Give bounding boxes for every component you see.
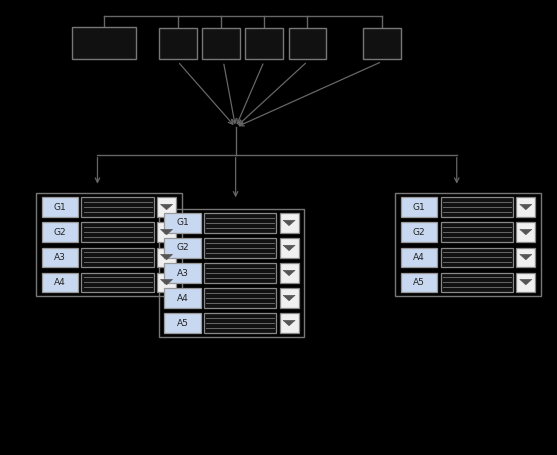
Polygon shape: [520, 254, 532, 260]
Text: G2: G2: [413, 228, 426, 237]
Bar: [516, 273, 535, 292]
Bar: [516, 248, 535, 267]
Text: A5: A5: [413, 278, 425, 287]
Bar: [280, 213, 299, 233]
Bar: [204, 238, 276, 258]
Text: A4: A4: [54, 278, 66, 287]
Bar: [157, 197, 176, 217]
Bar: [401, 248, 437, 267]
Bar: [164, 238, 201, 258]
Bar: [157, 248, 176, 267]
Bar: [157, 273, 176, 292]
Bar: [159, 209, 304, 337]
Bar: [81, 273, 154, 292]
Bar: [516, 197, 535, 217]
Bar: [441, 222, 513, 242]
Bar: [245, 28, 283, 59]
Bar: [516, 222, 535, 242]
Polygon shape: [160, 229, 173, 235]
Polygon shape: [520, 279, 532, 285]
Bar: [164, 263, 201, 283]
Text: G1: G1: [176, 218, 189, 228]
Bar: [204, 263, 276, 283]
Bar: [72, 27, 136, 59]
Polygon shape: [283, 220, 295, 226]
Bar: [280, 288, 299, 308]
Polygon shape: [160, 254, 173, 260]
Bar: [81, 248, 154, 267]
Text: A5: A5: [177, 318, 188, 328]
Bar: [441, 248, 513, 267]
Text: G2: G2: [53, 228, 66, 237]
Polygon shape: [520, 204, 532, 210]
Bar: [42, 197, 78, 217]
Bar: [42, 248, 78, 267]
Polygon shape: [283, 270, 295, 276]
Bar: [36, 193, 182, 296]
Bar: [395, 193, 541, 296]
Bar: [280, 263, 299, 283]
Bar: [204, 288, 276, 308]
Text: G2: G2: [176, 243, 189, 253]
Bar: [363, 28, 401, 59]
Bar: [164, 288, 201, 308]
Polygon shape: [160, 204, 173, 210]
Bar: [280, 238, 299, 258]
Polygon shape: [283, 295, 295, 301]
Polygon shape: [520, 229, 532, 235]
Bar: [42, 222, 78, 242]
Bar: [202, 28, 240, 59]
Bar: [280, 313, 299, 333]
Bar: [164, 213, 201, 233]
Text: A4: A4: [413, 253, 425, 262]
Bar: [81, 197, 154, 217]
Bar: [164, 313, 201, 333]
Bar: [81, 222, 154, 242]
Bar: [401, 222, 437, 242]
Text: G1: G1: [413, 202, 426, 212]
Text: A4: A4: [177, 293, 188, 303]
Bar: [42, 273, 78, 292]
Polygon shape: [283, 245, 295, 251]
Text: A3: A3: [54, 253, 66, 262]
Bar: [159, 28, 197, 59]
Bar: [441, 197, 513, 217]
Bar: [401, 197, 437, 217]
Bar: [157, 222, 176, 242]
Polygon shape: [160, 279, 173, 285]
Bar: [401, 273, 437, 292]
Bar: [441, 273, 513, 292]
Polygon shape: [283, 320, 295, 326]
Text: G1: G1: [53, 202, 66, 212]
Bar: [204, 213, 276, 233]
Bar: [204, 313, 276, 333]
Bar: [289, 28, 326, 59]
Text: A3: A3: [177, 268, 188, 278]
